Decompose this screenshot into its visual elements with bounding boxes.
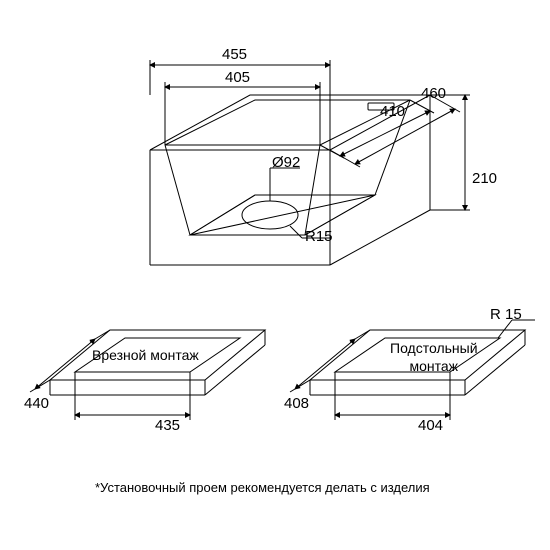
dim-right-radius: R 15 bbox=[490, 306, 522, 323]
dim-455: 455 bbox=[222, 46, 247, 63]
left-mount-caption: Врезной монтаж bbox=[92, 346, 199, 364]
technical-drawing bbox=[0, 0, 550, 550]
dim-drain-r: R15 bbox=[305, 228, 333, 245]
dim-210: 210 bbox=[472, 170, 497, 187]
dim-right-depth: 408 bbox=[284, 395, 309, 412]
dim-410: 410 bbox=[380, 103, 405, 120]
dim-left-width: 435 bbox=[155, 417, 180, 434]
right-mount-caption: Подстольный монтаж bbox=[390, 339, 478, 375]
sink-main-view bbox=[150, 95, 430, 265]
dim-460: 460 bbox=[421, 85, 446, 102]
footnote-text: *Установочный проем рекомендуется делать… bbox=[95, 480, 430, 495]
dim-left-depth: 440 bbox=[24, 395, 49, 412]
right-mount-caption-l1: Подстольный bbox=[390, 340, 478, 356]
dim-405: 405 bbox=[225, 69, 250, 86]
dim-right-width: 404 bbox=[418, 417, 443, 434]
right-mount-caption-l2: монтаж bbox=[409, 358, 458, 374]
dim-drain-dia: Ø92 bbox=[272, 154, 300, 171]
